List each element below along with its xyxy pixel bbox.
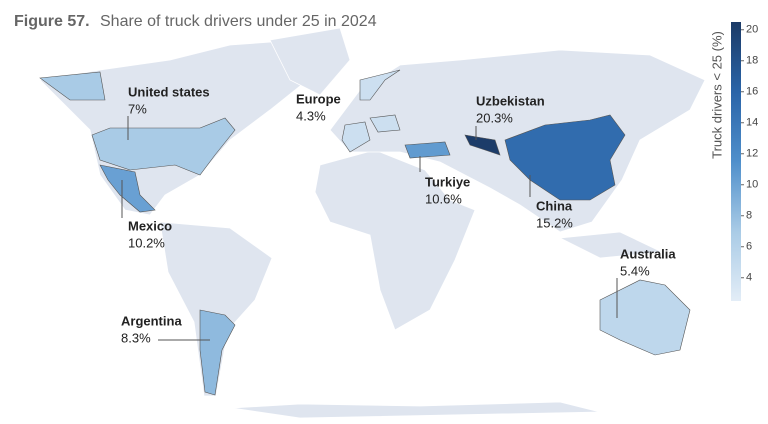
value-label: 7% <box>128 101 147 116</box>
region-name: Argentina <box>121 313 182 328</box>
region <box>39 71 106 101</box>
region <box>504 114 626 201</box>
colorbar-tick-label: 8 <box>746 210 752 222</box>
chart-title: Share of truck drivers under 25 in 2024 <box>100 13 377 30</box>
colorbar-scale <box>731 22 741 301</box>
region <box>359 69 401 101</box>
colorbar: Truck drivers < 25 (%) 4 6 8 10 12 14 16 18 20 <box>709 22 758 301</box>
colorbar-tick-label: 10 <box>746 179 758 191</box>
value-label: 5.4% <box>620 263 650 278</box>
region-name: Mexico <box>128 218 172 233</box>
region <box>464 134 501 156</box>
title-prefix: Figure 57. <box>14 13 90 30</box>
value-label: 10.2% <box>128 235 165 250</box>
region-name: Europe <box>296 91 341 106</box>
value-label: 8.3% <box>121 330 151 345</box>
region-name: United states <box>128 84 210 99</box>
colorbar-tick-label: 20 <box>746 24 758 36</box>
value-label: 10.6% <box>425 191 462 206</box>
value-label: 20.3% <box>476 110 513 125</box>
region <box>599 279 691 356</box>
region <box>199 309 236 396</box>
region <box>404 141 451 159</box>
region <box>99 164 156 213</box>
colorbar-tick-label: 4 <box>746 272 752 284</box>
labels: United states 7% Europe 4.3% Uzbekistan 20.3%… <box>121 84 676 345</box>
value-label: 15.2% <box>536 215 573 230</box>
colorbar-tick-label: 16 <box>746 86 758 98</box>
colorbar-tick-label: 6 <box>746 241 752 253</box>
value-label: 4.3% <box>296 108 326 123</box>
region <box>369 114 401 133</box>
colorbar-tick-label: 18 <box>746 55 758 67</box>
colorbar-tick-label: 12 <box>746 148 758 160</box>
region-name: Uzbekistan <box>476 93 545 108</box>
colorbar-label: Truck drivers < 25 (%) <box>709 31 724 159</box>
region-name: Turkiye <box>425 174 470 189</box>
region-name: Australia <box>620 246 676 261</box>
region-name: China <box>536 198 573 213</box>
colorbar-tick-label: 14 <box>746 117 758 129</box>
region <box>341 121 371 153</box>
